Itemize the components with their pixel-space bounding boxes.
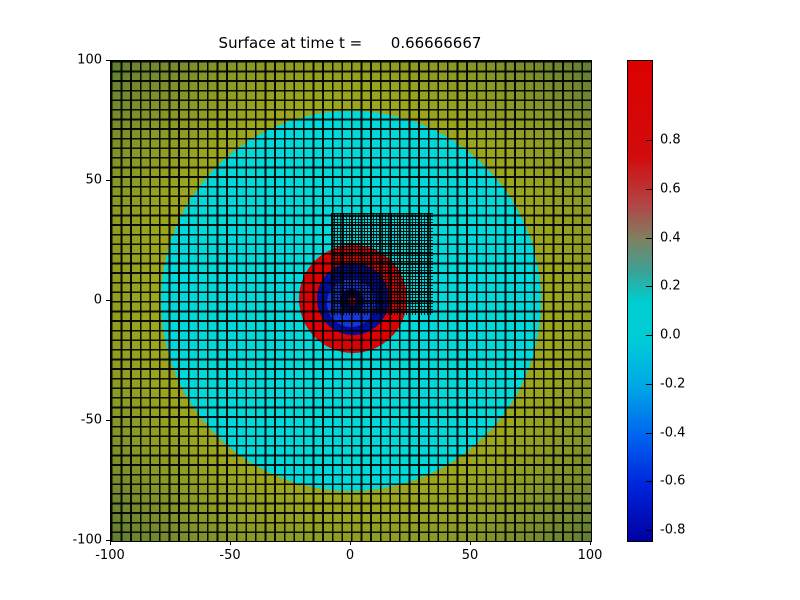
x-axis-ticks [110,541,591,545]
plot-area [110,60,592,542]
colorbar-tick-label: -0.4 [660,425,686,441]
x-tick-label: -50 [219,548,241,563]
colorbar-tick [646,481,652,482]
y-tick-label: -100 [72,532,102,548]
colorbar-tick [646,335,652,336]
colorbar-tick [646,189,652,190]
colorbar-tick-label: 0.4 [660,230,681,246]
y-tick-label: -50 [80,412,102,428]
coarse-grid-overlay [111,61,591,541]
x-tick-label: 50 [461,548,479,563]
y-tick-label: 0 [93,292,102,308]
colorbar-tick-label: -0.6 [660,473,686,489]
colorbar-tick-label: 0.6 [660,181,681,197]
colorbar-tick [646,140,652,141]
colorbar-tick-label: 0.2 [660,278,681,294]
plot-title: Surface at time t = 0.66666667 [218,34,482,52]
y-tick-label: 100 [77,52,102,68]
colorbar-tick [646,238,652,239]
colorbar [627,60,653,542]
colorbar-tick-label: 0.8 [660,132,681,148]
x-tick-label: 0 [345,548,355,563]
colorbar-tick [646,433,652,434]
colorbar-tick-label: -0.8 [660,522,686,538]
colorbar-tick-label: -0.2 [660,376,686,392]
x-tick-label: -100 [95,548,125,563]
y-tick-label: 50 [85,172,102,188]
colorbar-tick [646,286,652,287]
x-tick-label: 100 [577,548,603,563]
y-axis-ticks [106,60,110,541]
colorbar-tick [646,384,652,385]
colorbar-tick [646,530,652,531]
colorbar-tick-label: 0.0 [660,327,681,343]
